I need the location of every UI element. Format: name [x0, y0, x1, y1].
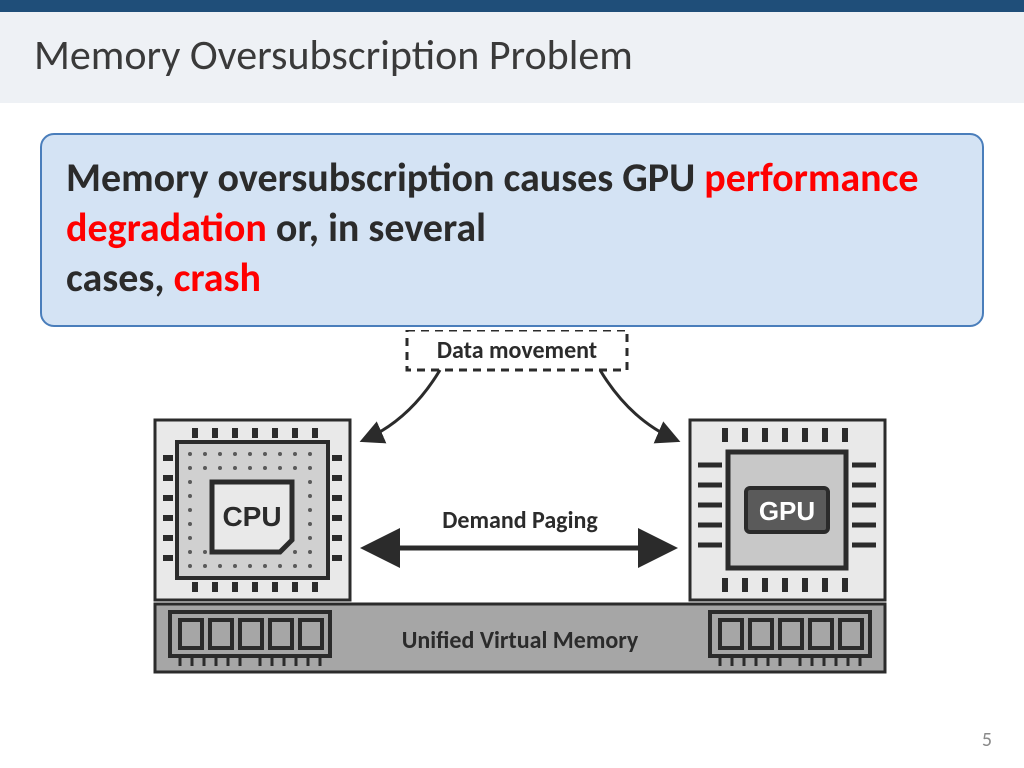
callout-text-3: cases, [66, 253, 174, 302]
slide-title: Memory Oversubscription Problem [34, 30, 990, 81]
data-movement-label: Data movement [437, 336, 597, 365]
cpu-block: CPU [155, 420, 350, 600]
callout-text-2: or, in several [267, 203, 486, 252]
title-band: Memory Oversubscription Problem [0, 12, 1024, 103]
uvm-label: Unified Virtual Memory [402, 626, 639, 655]
demand-paging-label: Demand Paging [442, 506, 598, 535]
page-number: 5 [982, 728, 992, 752]
key-message-callout: Memory oversubscription causes GPU perfo… [40, 133, 984, 327]
cpu-label: CPU [222, 501, 281, 532]
callout-red-2: crash [174, 253, 261, 302]
slide-top-bar [0, 0, 1024, 12]
curve-arrow-left [364, 370, 440, 440]
architecture-diagram: Data movement [130, 330, 900, 710]
gpu-block: GPU [690, 420, 885, 600]
callout-text-1: Memory oversubscription causes GPU [66, 153, 704, 202]
gpu-label: GPU [759, 496, 815, 526]
curve-arrow-right [600, 370, 676, 440]
